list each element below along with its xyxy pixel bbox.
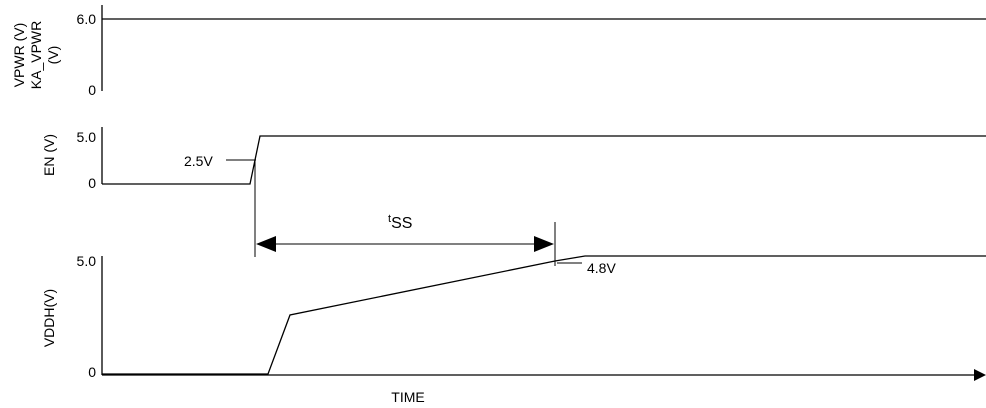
vddh-panel: VDDH(V) 5.0 0 4.8V (41, 253, 986, 381)
vpwr-tick-high: 6.0 (77, 11, 97, 27)
vddh-tick-high: 5.0 (77, 253, 97, 269)
vpwr-ylabel-line1: VPWR (V) (11, 23, 27, 88)
en-tick-low: 0 (88, 175, 96, 191)
vddh-threshold-label: 4.8V (587, 260, 616, 276)
vpwr-ylabel-line2: KA_VPWR (28, 21, 44, 89)
en-ylabel: EN (V) (41, 134, 57, 176)
tss-subscript: SS (391, 215, 412, 232)
en-tick-high: 5.0 (77, 129, 97, 145)
time-axis-arrow (974, 369, 986, 381)
time-axis-label: TIME (391, 389, 424, 405)
en-threshold-label: 2.5V (184, 153, 213, 169)
vpwr-panel: VPWR (V) KA_VPWR (V) 6.0 0 (11, 5, 986, 98)
vpwr-tick-low: 0 (88, 82, 96, 98)
en-panel: EN (V) 5.0 0 2.5V (41, 127, 986, 191)
tss-arrow-left (256, 236, 276, 252)
vpwr-ylabel-line3: (V) (45, 46, 61, 65)
tss-label: tSS (388, 213, 412, 232)
vddh-tick-low: 0 (88, 364, 96, 380)
vddh-ylabel: VDDH(V) (41, 289, 57, 347)
tss-interval: tSS (254, 160, 556, 266)
tss-arrow-right (534, 236, 554, 252)
tss-symbol: t (388, 213, 391, 225)
vddh-waveform (102, 255, 986, 375)
